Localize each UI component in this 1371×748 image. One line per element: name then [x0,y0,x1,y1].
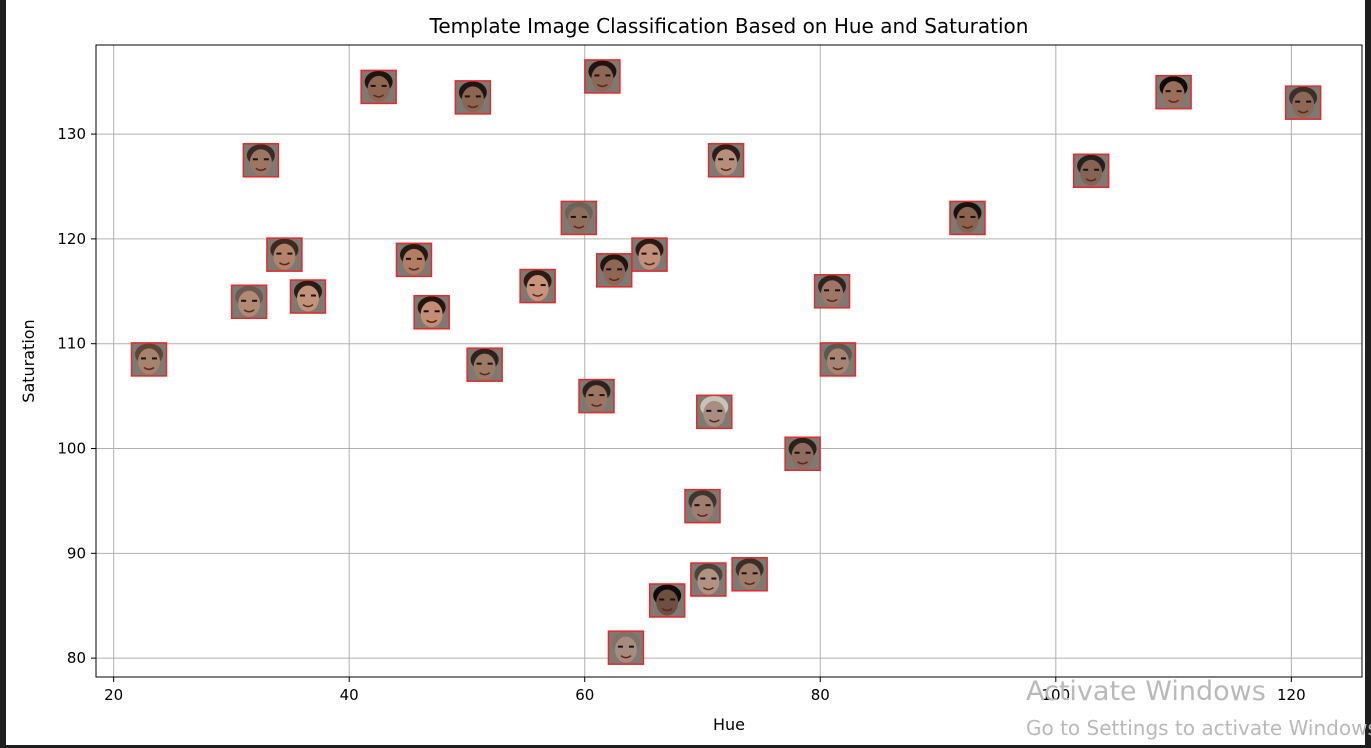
y-tick-label: 120 [57,230,86,248]
axis-ticks: 20 40 60 80 100 120 80 90 100 110 120 130 [57,125,1305,704]
x-tick-label: 60 [575,686,594,704]
y-tick-label: 80 [67,649,86,667]
data-point-face-thumbnail [289,279,327,314]
data-point-face-thumbnail [595,253,633,288]
scatter-chart: 20 40 60 80 100 120 80 90 100 110 120 130 Template … [19,14,1363,734]
data-point-face-thumbnail [560,200,598,236]
data-point-face-thumbnail [242,143,280,178]
x-tick-label: 20 [104,686,123,704]
data-point-face-thumbnail [819,342,857,377]
data-point-face-thumbnail [395,242,433,278]
data-point-face-thumbnail [360,69,397,105]
x-axis-label: Hue [713,715,745,734]
y-axis-label: Saturation [19,319,38,402]
data-points [130,59,1322,665]
data-point-face-thumbnail [578,378,615,414]
data-point-face-thumbnail [631,237,668,272]
data-point-face-thumbnail [784,436,821,472]
x-tick-label: 100 [1041,686,1070,704]
data-point-face-thumbnail [230,284,268,320]
figure: 20 40 60 80 100 120 80 90 100 110 120 130 Template … [6,0,1371,745]
data-point-face-thumbnail [1072,153,1110,189]
data-point-face-thumbnail [413,295,450,330]
plot-frame [95,44,1363,678]
chart-title: Template Image Classification Based on H… [429,14,1029,38]
data-point-face-thumbnail [707,143,745,178]
data-point-face-thumbnail [684,488,721,524]
data-point-face-thumbnail [690,562,727,597]
y-tick-label: 90 [67,544,86,562]
y-tick-label: 130 [57,125,86,143]
data-point-face-thumbnail [519,268,556,304]
data-point-face-thumbnail [466,347,503,382]
data-point-face-thumbnail [454,80,492,115]
data-point-face-thumbnail [696,394,733,430]
data-point-face-thumbnail [949,200,986,236]
data-point-face-thumbnail [1284,85,1322,120]
data-point-face-thumbnail [266,237,303,272]
data-point-face-thumbnail [1155,74,1192,110]
data-point-face-thumbnail [731,557,768,592]
data-point-face-thumbnail [813,274,851,309]
data-point-face-thumbnail [607,630,645,665]
x-tick-label: 80 [811,686,830,704]
grid-lines [96,45,1362,677]
data-point-face-thumbnail [648,583,686,618]
data-point-face-thumbnail [584,59,621,94]
x-tick-label: 120 [1277,686,1306,704]
y-tick-label: 110 [57,335,86,353]
y-tick-label: 100 [57,440,86,458]
x-tick-label: 40 [340,686,359,704]
data-point-face-thumbnail [130,342,168,377]
